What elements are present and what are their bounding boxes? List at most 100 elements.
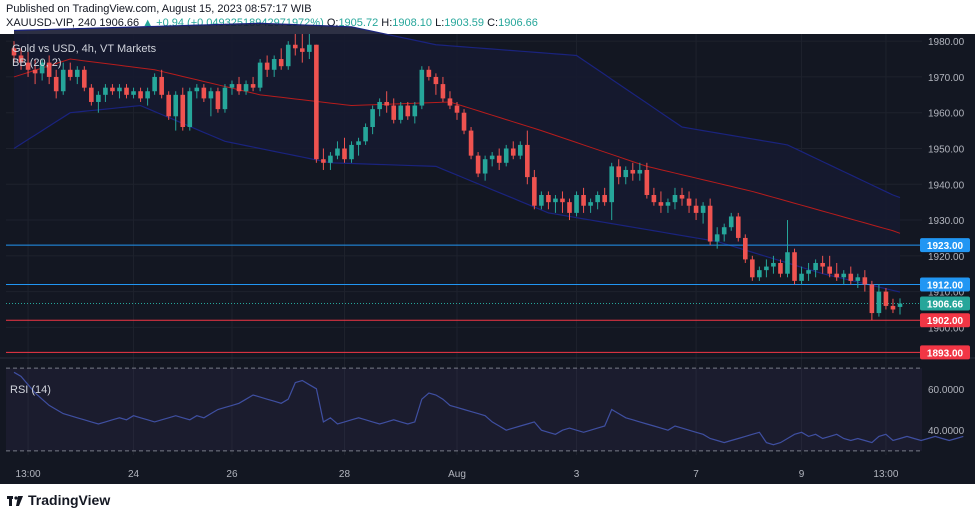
high-value: 1908.10 <box>392 17 433 29</box>
candle-body <box>166 94 171 117</box>
tradingview-logo-icon <box>7 496 23 507</box>
candle-body <box>321 159 326 163</box>
candle-body <box>489 155 495 160</box>
level-tag-bg <box>920 238 970 253</box>
candle-body <box>616 166 622 178</box>
candle-body <box>454 105 460 113</box>
candle-body <box>215 91 221 110</box>
candle-body <box>187 91 193 128</box>
level-tag-bg <box>920 345 970 360</box>
bb-fill <box>14 23 900 293</box>
candle-body <box>222 87 228 110</box>
low-value: 1903.59 <box>444 17 485 29</box>
candle-body <box>813 262 818 271</box>
candle-body <box>405 105 411 117</box>
candle-body <box>707 205 713 242</box>
candle-body <box>236 84 242 92</box>
rsi-pane <box>0 357 975 452</box>
open-value: 1905.72 <box>338 17 379 29</box>
candle-body <box>440 84 446 99</box>
time-tick-label: 9 <box>799 469 805 480</box>
rsi-legend: RSI (14) <box>10 384 51 396</box>
time-tick-label: 24 <box>128 469 140 480</box>
symbol-label: XAUUSD-VIP, 240 <box>6 17 97 29</box>
candle-body <box>124 87 129 95</box>
candle-body <box>517 144 523 156</box>
tradingview-logo[interactable]: TradingView <box>7 492 110 508</box>
candle-body <box>525 144 530 178</box>
candle-body <box>412 105 418 117</box>
price-tick-label: 1950.00 <box>928 144 965 155</box>
candle-body <box>194 87 200 92</box>
candle-body <box>679 195 685 199</box>
candle-body <box>890 305 896 310</box>
candle-body <box>39 62 45 74</box>
candle-body <box>96 94 101 102</box>
candle-body <box>103 87 108 95</box>
price-tick-label: 1920.00 <box>928 252 965 263</box>
high-label: H: <box>381 17 393 29</box>
published-caption: Published on TradingView.com, August 15,… <box>6 3 312 15</box>
candle-body <box>391 105 397 120</box>
candle-body <box>602 195 607 203</box>
candle-body <box>869 284 875 314</box>
candle-body <box>630 169 636 174</box>
candle-body <box>665 202 671 206</box>
candle-body <box>693 205 699 213</box>
candle-body <box>806 270 811 274</box>
candle-body <box>46 62 52 77</box>
candle-body <box>461 112 467 131</box>
time-tick-label: Aug <box>448 469 466 480</box>
candle-body <box>876 291 882 314</box>
price-chart-svg[interactable]: 1900.00 1910.00 1920.00 1930.00 1940.00 1950.… <box>0 0 975 484</box>
rsi-tick-label: 60.0000 <box>928 385 965 396</box>
time-tick-label: 13:00 <box>16 469 41 480</box>
candle-body <box>574 195 579 213</box>
last-price: 1906.66 <box>99 17 140 29</box>
bb-lower-line <box>13 104 901 293</box>
candle-body <box>138 91 143 99</box>
candle-body <box>433 76 439 85</box>
candle-body <box>721 227 727 235</box>
candle-body <box>384 101 389 106</box>
candle-body <box>11 48 17 56</box>
candle-body <box>447 98 453 106</box>
candle-body <box>785 252 790 274</box>
candle-body <box>672 195 678 203</box>
level-tag-bg <box>920 277 970 292</box>
candle-body <box>307 44 312 52</box>
chart-legend-title: Gold vs USD, 4h, VT Markets <box>12 43 157 55</box>
candle-body <box>827 266 832 274</box>
candle-body <box>53 76 59 92</box>
candle-body <box>482 159 488 174</box>
tradingview-brand: TradingView <box>28 492 111 508</box>
price-tick-label: 1910.00 <box>928 288 965 299</box>
candle-body <box>553 198 558 203</box>
candle-body <box>560 198 565 203</box>
candle-body <box>841 273 847 278</box>
candle-body <box>609 166 614 203</box>
candle-body <box>342 148 347 160</box>
candle-body <box>152 76 157 92</box>
candle-body <box>328 155 333 163</box>
candle-body <box>743 237 748 260</box>
candle-body <box>897 303 903 307</box>
candle-body <box>750 259 755 278</box>
candle-body <box>67 69 73 77</box>
candle-body <box>778 262 783 274</box>
candle-body <box>581 195 586 206</box>
candle-body <box>686 198 692 206</box>
candle-body <box>735 216 741 238</box>
candle-body <box>728 216 734 228</box>
candle-body <box>243 84 249 92</box>
time-tick-label: 3 <box>574 469 580 480</box>
rsi-line <box>13 371 964 446</box>
price-tick-label: 1960.00 <box>928 109 965 120</box>
candle-body <box>764 266 769 271</box>
candle-body <box>18 55 24 63</box>
level-tag: 1893.00 <box>927 348 964 359</box>
level-tag: 1912.00 <box>927 280 964 291</box>
candle-body <box>131 91 136 95</box>
candle-body <box>651 195 657 203</box>
candle-body <box>300 48 305 52</box>
